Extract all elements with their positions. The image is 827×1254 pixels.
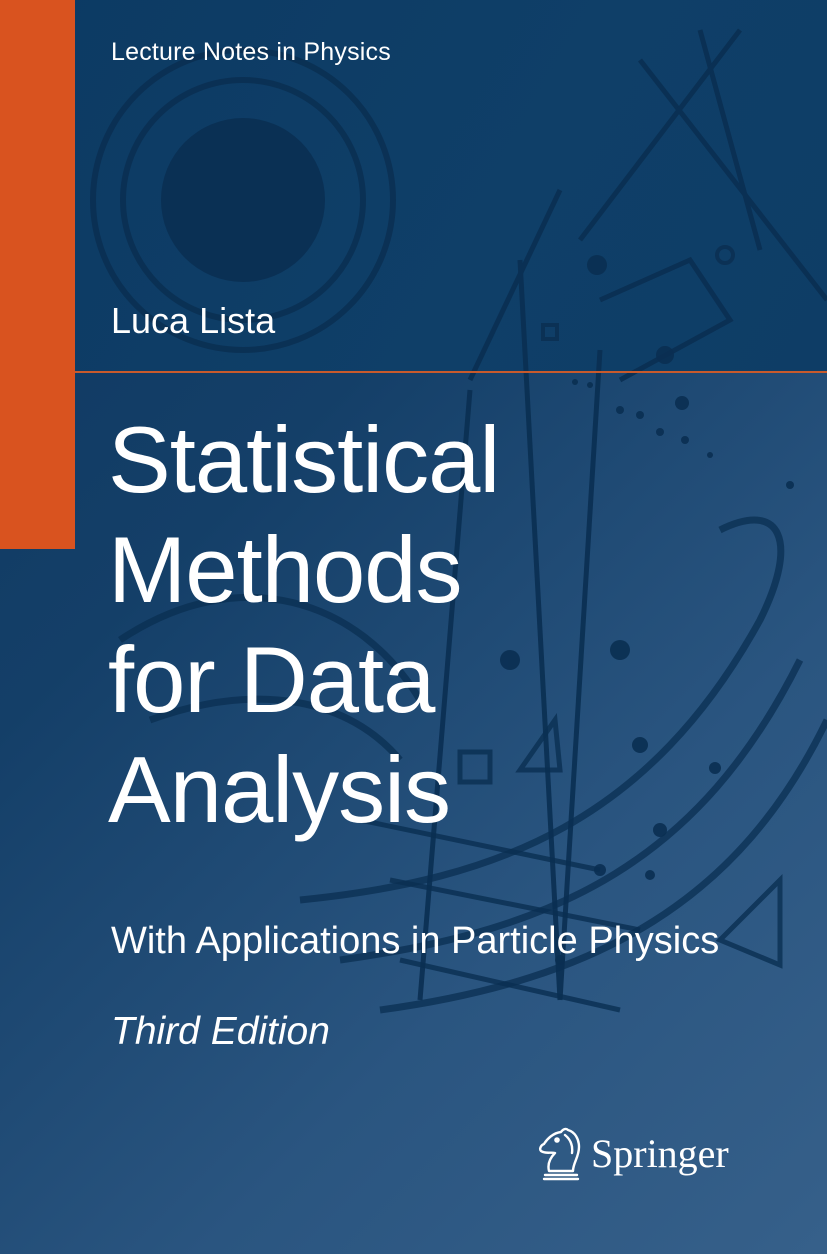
book-subtitle: With Applications in Particle Physics — [111, 920, 720, 962]
publisher-logo-block: Springer — [535, 1125, 729, 1181]
publisher-name: Springer — [591, 1130, 729, 1176]
title-line: Methods — [108, 517, 463, 622]
title-line: Analysis — [108, 737, 451, 842]
series-name: Lecture Notes in Physics — [111, 38, 391, 66]
title-line: for Data — [108, 627, 435, 732]
edition-label: Third Edition — [111, 1010, 330, 1053]
header-divider — [75, 371, 827, 373]
series-accent-bar — [0, 0, 75, 549]
author-name: Luca Lista — [111, 300, 276, 341]
book-title: Statistical Methods for Data Analysis — [108, 405, 758, 845]
title-line: Statistical — [108, 407, 500, 512]
springer-horse-icon — [539, 1127, 581, 1181]
